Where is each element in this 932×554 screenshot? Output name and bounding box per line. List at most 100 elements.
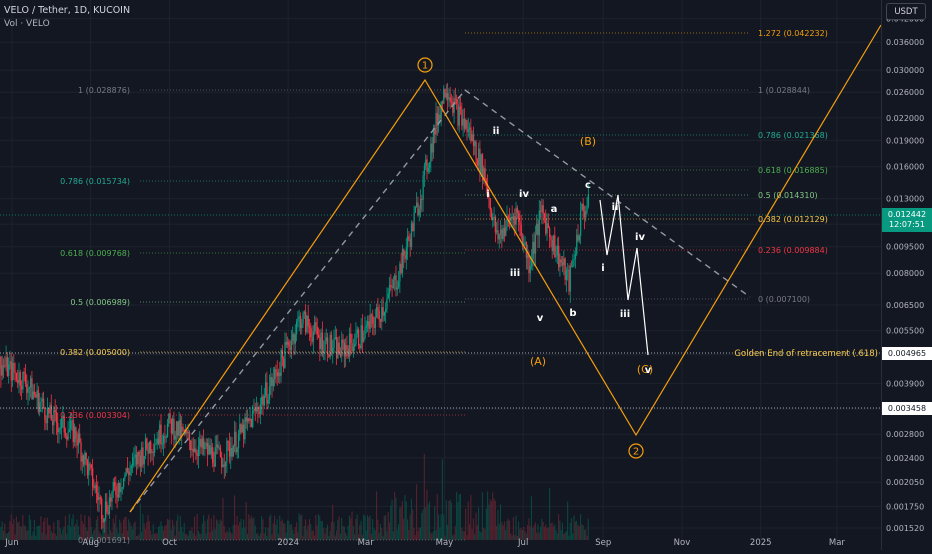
candle-body bbox=[114, 482, 115, 486]
volume-bar bbox=[470, 495, 471, 540]
candle-body bbox=[142, 448, 143, 465]
sub-wave-label: v bbox=[537, 313, 544, 324]
volume-bar bbox=[543, 522, 544, 540]
volume-bar bbox=[451, 503, 452, 540]
candle-body bbox=[164, 436, 165, 437]
candle-body bbox=[442, 102, 443, 104]
sub-wave-label: i bbox=[486, 189, 489, 200]
candle-body bbox=[138, 452, 139, 456]
candle-body bbox=[158, 439, 159, 444]
candle-body bbox=[475, 142, 476, 160]
volume-bar bbox=[206, 533, 207, 540]
candle-body bbox=[524, 242, 525, 243]
candle-body bbox=[332, 348, 333, 352]
candle-body bbox=[588, 194, 589, 206]
price-axis[interactable]: 0.0420000.0360000.0300000.0260000.022000… bbox=[881, 0, 932, 550]
candle-body bbox=[455, 99, 456, 100]
time-axis-label: Nov bbox=[674, 538, 691, 548]
volume-bar bbox=[443, 514, 444, 540]
candle-body bbox=[182, 427, 183, 429]
candle-body bbox=[367, 321, 368, 325]
candle-body bbox=[283, 358, 284, 367]
candle-body bbox=[331, 335, 332, 352]
volume-bar bbox=[36, 526, 37, 540]
candle-body bbox=[326, 337, 327, 341]
volume-bar bbox=[515, 516, 516, 540]
symbol-title[interactable]: VELO / Tether, 1D, KUCOIN bbox=[4, 5, 130, 16]
volume-bar bbox=[571, 518, 572, 540]
candle-body bbox=[12, 363, 13, 381]
candle-body bbox=[288, 342, 289, 347]
candle-body bbox=[109, 497, 110, 514]
candle-body bbox=[270, 377, 271, 386]
candle-body bbox=[36, 390, 37, 397]
candle-body bbox=[123, 478, 124, 487]
volume-bar bbox=[379, 533, 380, 540]
candle-body bbox=[382, 307, 383, 316]
candle-body bbox=[268, 400, 269, 403]
candle-body bbox=[571, 266, 572, 267]
candle-body bbox=[295, 334, 296, 343]
candle-body bbox=[119, 483, 120, 492]
candle-body bbox=[584, 211, 585, 217]
candle-body bbox=[406, 247, 407, 258]
chart-area[interactable]: 1 (0.028876)0.786 (0.015734)0.618 (0.009… bbox=[0, 0, 881, 550]
candle-body bbox=[65, 433, 66, 436]
volume-bar bbox=[328, 536, 329, 540]
candle-body bbox=[545, 218, 546, 233]
candle-body bbox=[497, 230, 498, 239]
candle-body bbox=[100, 497, 101, 498]
volume-bar bbox=[487, 492, 488, 540]
fib-left-label: 0.5 (0.006989) bbox=[70, 298, 130, 307]
candle-body bbox=[513, 216, 514, 218]
candle-body bbox=[450, 97, 451, 101]
volume-bar bbox=[47, 518, 48, 540]
candle-body bbox=[259, 412, 260, 415]
volume-bar bbox=[572, 533, 573, 540]
volume-bar bbox=[154, 534, 155, 540]
candle-body bbox=[34, 392, 35, 395]
volume-bar bbox=[393, 531, 394, 540]
candle-body bbox=[193, 449, 194, 452]
candle-body bbox=[101, 499, 102, 519]
volume-bar bbox=[466, 535, 467, 540]
volume-bar bbox=[342, 526, 343, 540]
volume-bar bbox=[230, 532, 231, 540]
volume-bar bbox=[202, 524, 203, 540]
candle-body bbox=[456, 99, 457, 104]
volume-bar bbox=[555, 530, 556, 540]
candle-body bbox=[413, 213, 414, 231]
volume-bar bbox=[554, 524, 555, 540]
currency-button[interactable]: USDT bbox=[886, 3, 926, 20]
candle-body bbox=[159, 425, 160, 444]
candle-body bbox=[330, 335, 331, 357]
candle-body bbox=[346, 345, 347, 348]
candle-body bbox=[44, 408, 45, 420]
volume-bar bbox=[146, 522, 147, 540]
volume-indicator-label[interactable]: Vol · VELO bbox=[4, 19, 50, 29]
volume-bar bbox=[199, 533, 200, 540]
candle-body bbox=[216, 445, 217, 447]
candle-body bbox=[519, 222, 520, 225]
price-chart[interactable]: 1 (0.028876)0.786 (0.015734)0.618 (0.009… bbox=[0, 0, 881, 550]
candle-body bbox=[422, 175, 423, 200]
candle-body bbox=[190, 441, 191, 450]
volume-bar bbox=[52, 533, 53, 540]
sub-wave-label: i bbox=[601, 263, 604, 274]
volume-bar bbox=[301, 515, 302, 540]
fib-right-label: 1.272 (0.042232) bbox=[758, 29, 828, 38]
support-price-marker: 0.003458 bbox=[888, 404, 926, 413]
candle-body bbox=[83, 456, 84, 465]
candle-body bbox=[310, 328, 311, 337]
volume-bar bbox=[456, 492, 457, 540]
volume-bar bbox=[331, 522, 332, 540]
candle-body bbox=[541, 205, 542, 211]
volume-bar bbox=[264, 533, 265, 540]
candle-body bbox=[240, 424, 241, 432]
candle-body bbox=[51, 405, 52, 420]
candle-body bbox=[572, 260, 573, 267]
candle-body bbox=[234, 432, 235, 446]
volume-bar bbox=[234, 495, 235, 540]
candle-body bbox=[292, 334, 293, 341]
volume-bar bbox=[43, 521, 44, 540]
